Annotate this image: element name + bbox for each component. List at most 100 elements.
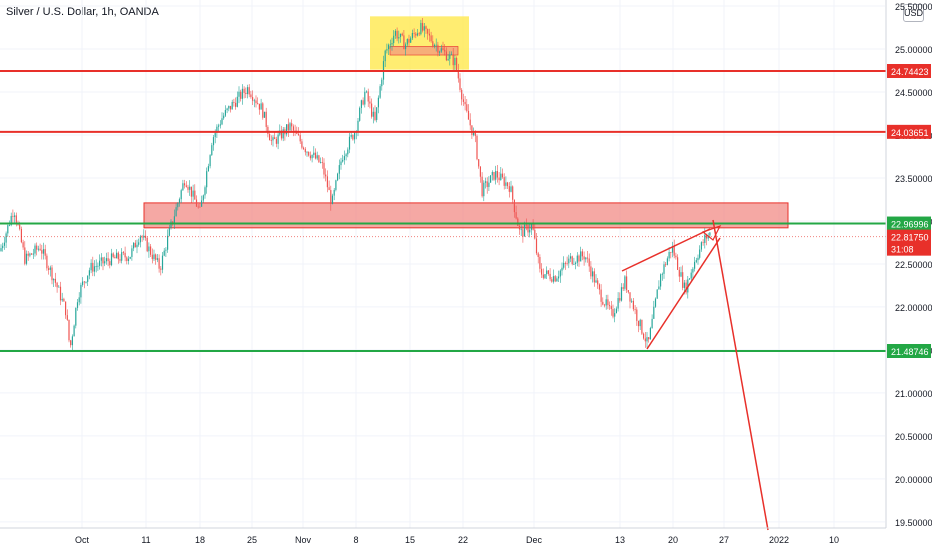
price-tick-label: 25.50000 [895, 2, 932, 12]
candle-body [240, 91, 242, 99]
candle-body [445, 51, 447, 61]
candle-body [415, 33, 417, 36]
candle-body [490, 175, 492, 183]
candle-body [454, 57, 456, 66]
time-tick-label: 25 [247, 535, 257, 545]
candle-body [44, 249, 46, 256]
candle-body [15, 215, 17, 223]
candle-body [532, 224, 534, 230]
candle-body [297, 133, 300, 136]
candle-body [525, 224, 527, 226]
candle-body [629, 292, 631, 302]
candle-body [347, 149, 349, 155]
candle-body [709, 232, 711, 236]
candle-body [637, 320, 640, 327]
candle-body [620, 287, 623, 301]
candle-body [585, 257, 587, 260]
candle-body [484, 181, 487, 183]
candle-body [457, 69, 459, 79]
candle-body [607, 299, 609, 306]
candle-body [202, 195, 204, 201]
candle-body [670, 252, 672, 253]
candle-body [12, 215, 14, 217]
candle-body [464, 101, 466, 105]
candle-body [410, 38, 412, 43]
candle-body [146, 237, 148, 252]
candle-body [175, 207, 177, 217]
time-tick-label: Nov [295, 535, 312, 545]
price-tick-label: 24.50000 [895, 88, 932, 98]
candle-body [90, 262, 92, 271]
candle-body [360, 100, 362, 109]
candle-body [233, 101, 235, 103]
candle-body [643, 333, 645, 339]
candle-body [539, 256, 541, 269]
candle-body [466, 104, 468, 111]
candle-body [432, 41, 434, 47]
candle-body [406, 38, 408, 45]
candle-body [507, 182, 509, 187]
time-tick-label: 18 [195, 535, 205, 545]
candles [0, 17, 711, 351]
candle-body [262, 103, 264, 118]
candle-body [148, 246, 150, 252]
candle-body [65, 301, 67, 316]
candle-body [440, 48, 442, 52]
candle-body [338, 165, 340, 174]
candle-body [253, 100, 255, 102]
countdown-label: 31:08 [891, 245, 914, 255]
candle-body [558, 276, 560, 279]
candle-body [603, 304, 606, 306]
candle-body [105, 258, 107, 262]
candle-body [386, 49, 388, 51]
candle-body [280, 130, 283, 139]
candle-body [321, 162, 323, 163]
candle-body [272, 137, 274, 141]
candle-body [690, 272, 692, 279]
candle-body [158, 258, 160, 269]
candle-body [306, 151, 308, 153]
candle-body [51, 267, 53, 281]
candle-body [371, 103, 373, 117]
candle-body [153, 254, 155, 260]
candle-body [308, 151, 310, 156]
candle-body [291, 123, 293, 127]
candle-body [3, 242, 5, 246]
candle-body [592, 271, 594, 277]
candle-body [37, 248, 39, 250]
candle-body [478, 159, 480, 167]
candle-body [180, 190, 182, 200]
candle-body [270, 140, 272, 142]
candle-body [549, 273, 551, 280]
time-tick-label: 2022 [769, 535, 789, 545]
candle-body [250, 94, 252, 98]
candle-body [138, 242, 140, 245]
candle-body [518, 225, 521, 230]
candle-body [231, 101, 233, 110]
candle-body [117, 252, 119, 260]
candle-body [110, 253, 113, 266]
candle-body [49, 267, 51, 270]
candle-body [483, 182, 485, 197]
candle-body [609, 305, 611, 307]
candle-body [648, 337, 650, 340]
candle-body [32, 253, 34, 255]
candle-body [19, 224, 21, 229]
candle-body [83, 281, 85, 283]
level-label-bg [887, 124, 931, 139]
candle-body [71, 336, 73, 346]
candle-body [323, 162, 325, 175]
candle-body [578, 255, 580, 262]
level-label-bg [887, 216, 931, 231]
currency-badge[interactable]: USD [903, 4, 924, 22]
candle-body [586, 257, 589, 259]
candle-body [612, 309, 614, 317]
candle-body [199, 206, 201, 208]
candle-body [56, 282, 58, 288]
candle-body [405, 44, 407, 50]
candle-body [389, 44, 391, 46]
candle-body [420, 22, 422, 35]
level-label-bg [887, 64, 931, 78]
candle-body [683, 282, 685, 288]
